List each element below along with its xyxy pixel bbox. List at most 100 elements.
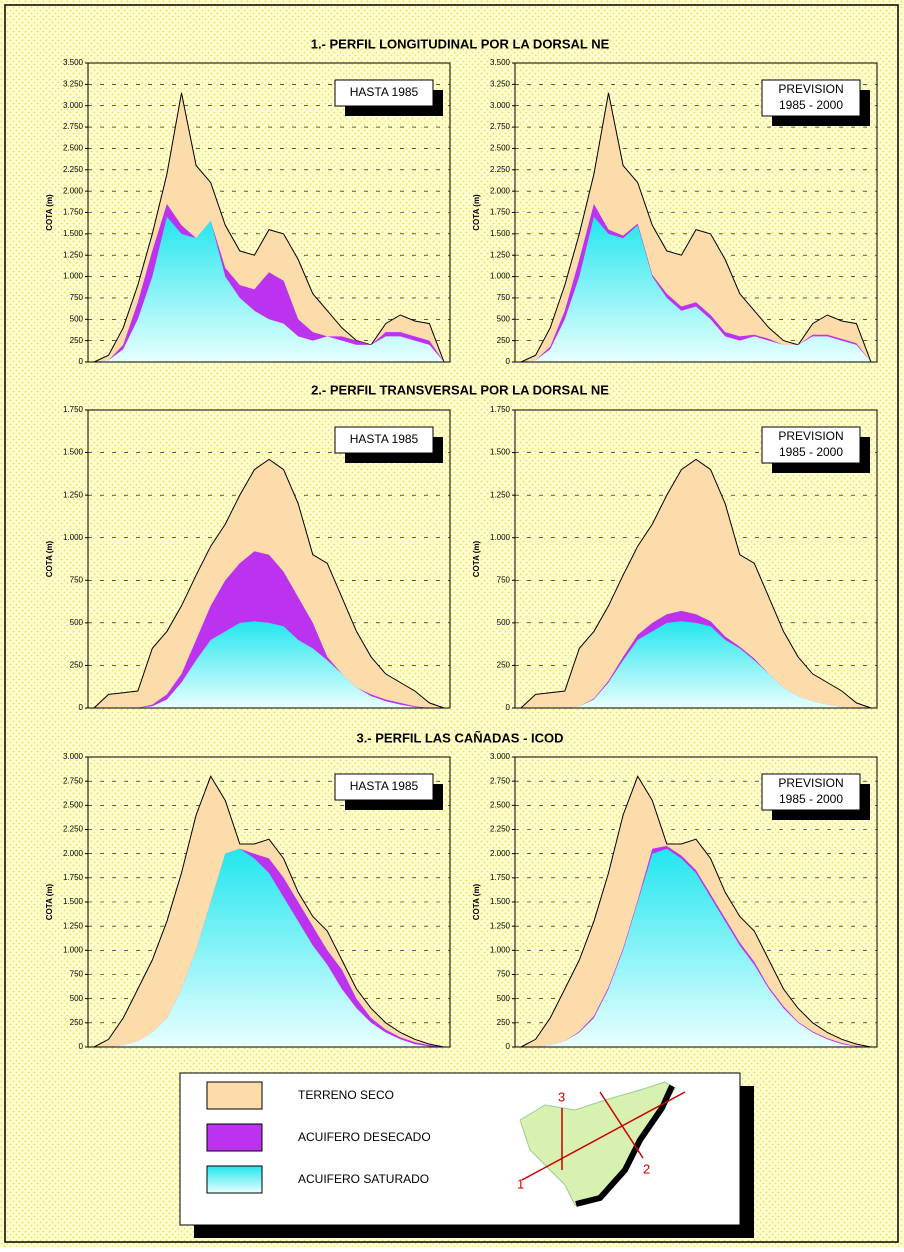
- annotation: HASTA 1985: [350, 85, 419, 99]
- y-axis-label: COTA (m): [45, 883, 54, 920]
- chart: 0 250 500 750 1.000 1.250 1.500 1.750 2.000 2.250…: [472, 58, 878, 366]
- y-tick-label: 1.750: [63, 405, 84, 414]
- y-axis-label: COTA (m): [472, 194, 481, 231]
- annotation: HASTA 1985: [350, 779, 419, 793]
- y-tick-label: 1.500: [63, 229, 84, 238]
- y-tick-label: 1.250: [490, 921, 511, 930]
- y-tick-label: 1.750: [490, 208, 511, 217]
- y-tick-label: 1.000: [490, 272, 511, 281]
- y-tick-label: 500: [70, 618, 84, 627]
- section-title: 2.- PERFIL TRANSVERSAL POR LA DORSAL NE: [311, 382, 609, 397]
- annotation: 1985 - 2000: [779, 792, 843, 806]
- y-tick-label: 1.750: [490, 873, 511, 882]
- y-tick-label: 250: [497, 336, 511, 345]
- y-tick-label: 750: [497, 293, 511, 302]
- plot-frame: [514, 62, 878, 363]
- map-label: 2: [643, 1161, 650, 1176]
- y-tick-label: 2.000: [490, 849, 511, 858]
- plot-frame: [87, 756, 451, 1048]
- y-tick-label: 0: [506, 703, 511, 712]
- y-tick-label: 1.500: [63, 897, 84, 906]
- y-tick-label: 2.000: [63, 186, 84, 195]
- y-tick-label: 0: [79, 357, 84, 366]
- y-tick-label: 1.000: [63, 945, 84, 954]
- y-tick-label: 1.000: [490, 945, 511, 954]
- y-tick-label: 2.250: [63, 165, 84, 174]
- y-axis-label: COTA (m): [472, 540, 481, 577]
- y-tick-label: 3.250: [490, 79, 511, 88]
- y-tick-label: 750: [70, 575, 84, 584]
- y-tick-label: 3.000: [490, 101, 511, 110]
- area: [94, 216, 444, 362]
- profile-line: [521, 1091, 686, 1181]
- y-tick-label: 500: [497, 994, 511, 1003]
- y-tick-label: 3.000: [63, 752, 84, 761]
- y-tick-label: 750: [497, 575, 511, 584]
- section-title: 1.- PERFIL LONGITUDINAL POR LA DORSAL NE: [311, 36, 610, 51]
- y-axis-label: COTA (m): [472, 883, 481, 920]
- profile-line: [599, 1091, 644, 1159]
- area: [519, 458, 872, 709]
- y-axis-label: COTA (m): [45, 194, 54, 231]
- y-tick-label: 750: [70, 970, 84, 979]
- area: [94, 621, 444, 708]
- y-tick-label: 500: [70, 314, 84, 323]
- annotation: PREVISION: [778, 429, 843, 443]
- y-tick-label: 750: [497, 970, 511, 979]
- y-tick-label: 2.750: [63, 122, 84, 131]
- y-tick-label: 250: [70, 661, 84, 670]
- y-tick-label: 2.250: [490, 165, 511, 174]
- y-tick-label: 0: [506, 357, 511, 366]
- area: [521, 848, 871, 1047]
- y-tick-label: 1.000: [63, 272, 84, 281]
- y-tick-label: 500: [497, 618, 511, 627]
- y-tick-label: 1.500: [63, 448, 84, 457]
- plot-frame: [87, 62, 451, 363]
- y-tick-label: 750: [70, 293, 84, 302]
- area: [94, 848, 444, 1047]
- y-tick-label: 3.500: [490, 58, 511, 67]
- annotation-box: [761, 426, 861, 464]
- y-tick-label: 250: [497, 1018, 511, 1027]
- y-tick-label: 1.750: [490, 405, 511, 414]
- annotation-box: [334, 79, 434, 107]
- y-tick-label: 250: [497, 661, 511, 670]
- y-tick-label: 1.000: [63, 533, 84, 542]
- y-tick-label: 500: [497, 314, 511, 323]
- chart: 0 250 500 750 1.000 1.250 1.500 1.750 2.000 2.250…: [472, 752, 878, 1051]
- y-tick-label: 1.250: [63, 490, 84, 499]
- y-tick-label: 0: [79, 1042, 84, 1051]
- annotation-box: [334, 426, 434, 454]
- y-tick-label: 2.750: [490, 122, 511, 131]
- y-tick-label: 1.500: [490, 229, 511, 238]
- annotation: 1985 - 2000: [779, 445, 843, 459]
- y-tick-label: 2.750: [490, 776, 511, 785]
- y-tick-label: 1.500: [490, 448, 511, 457]
- legend-label: ACUIFERO SATURADO: [298, 1172, 429, 1186]
- y-axis-label: COTA (m): [45, 540, 54, 577]
- chart: 0 250 500 750 1.000 1.250 1.500 1.750 2.000 2.250…: [45, 58, 451, 366]
- location-map: 1 2 3: [517, 1081, 686, 1207]
- annotation-box: [761, 773, 861, 811]
- area: [521, 621, 871, 708]
- annotation: PREVISION: [778, 776, 843, 790]
- y-tick-label: 1.500: [490, 897, 511, 906]
- y-tick-label: 2.750: [63, 776, 84, 785]
- frame: [4, 4, 899, 1243]
- annotation: PREVISION: [778, 82, 843, 96]
- y-tick-label: 250: [70, 1018, 84, 1027]
- y-tick-label: 250: [70, 336, 84, 345]
- legend-swatch: [206, 1123, 263, 1152]
- y-tick-label: 2.500: [63, 144, 84, 153]
- annotation-box: [334, 773, 434, 801]
- section-title: 3.- PERFIL LAS CAÑADAS - ICOD: [356, 730, 563, 745]
- y-tick-label: 2.500: [490, 144, 511, 153]
- y-tick-label: 2.000: [490, 186, 511, 195]
- annotation: 1985 - 2000: [779, 98, 843, 112]
- chart: 0 250 500 750 1.000 1.250 1.500 1.750 COTA (m) PR…: [472, 405, 878, 712]
- y-tick-label: 0: [79, 703, 84, 712]
- plot-frame: [514, 409, 878, 709]
- y-tick-label: 2.500: [490, 800, 511, 809]
- plot-frame: [514, 756, 878, 1048]
